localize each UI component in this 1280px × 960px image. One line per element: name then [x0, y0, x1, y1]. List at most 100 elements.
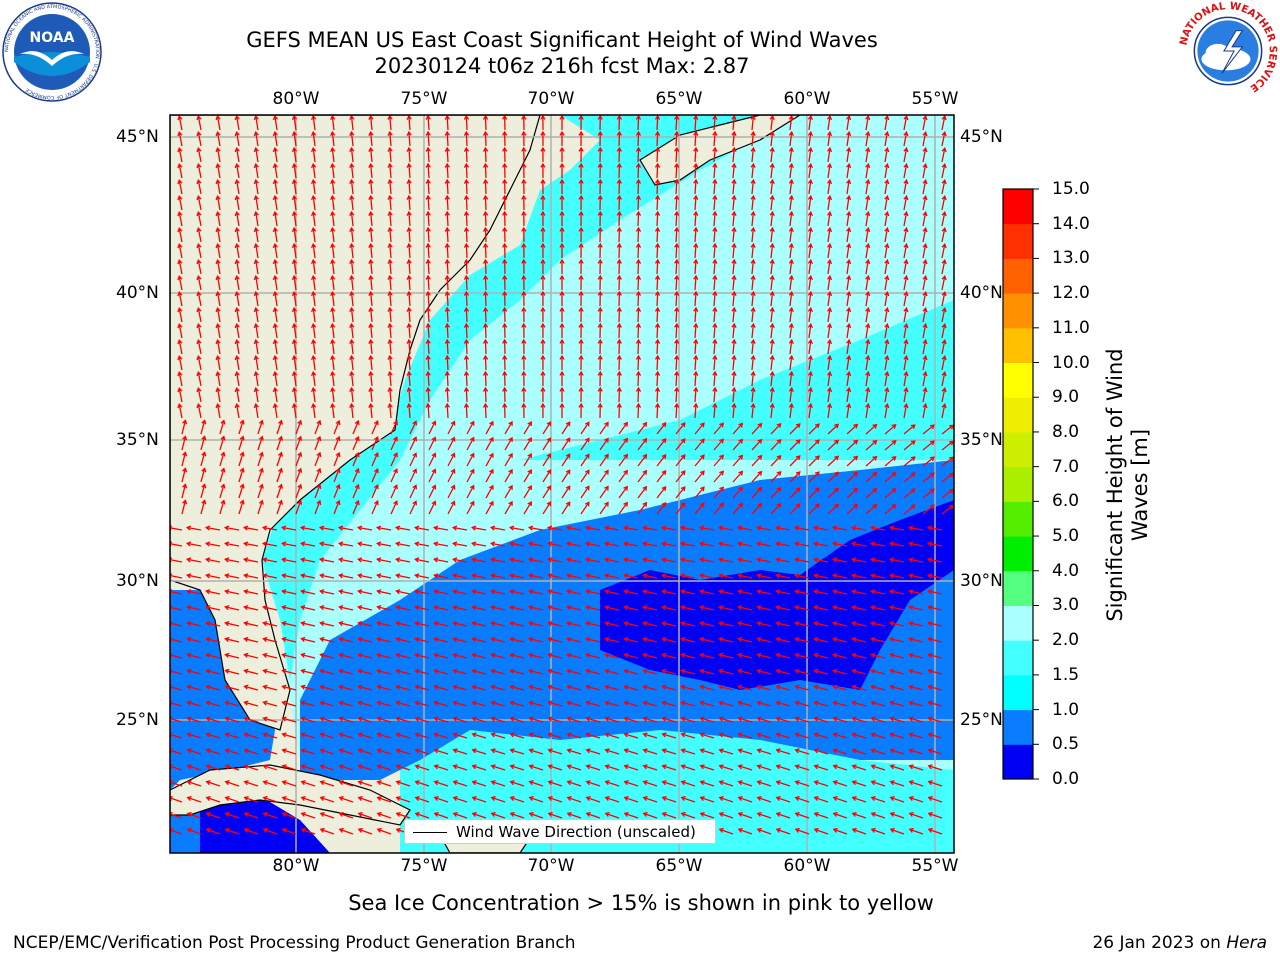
wave-direction-arrowhead	[642, 437, 648, 443]
wave-direction-arrow	[827, 292, 831, 307]
wave-direction-arrow	[909, 669, 924, 675]
wave-direction-arrowhead	[623, 541, 629, 547]
wave-direction-arrow	[941, 276, 946, 291]
wave-direction-arrow	[846, 244, 850, 259]
wave-direction-arrowhead	[177, 211, 183, 217]
wave-direction-arrow	[350, 180, 354, 195]
lat-tick-right: 45°N	[960, 127, 1003, 147]
wave-direction-arrowhead	[846, 210, 852, 217]
wave-direction-arrow	[719, 685, 734, 691]
colorbar-tick: 12.0	[1052, 283, 1090, 304]
wave-direction-arrow	[732, 503, 743, 515]
wave-direction-arrow	[922, 324, 927, 339]
wave-direction-arrow	[884, 404, 889, 419]
wave-direction-arrowhead	[776, 470, 782, 476]
wave-direction-arrow	[358, 828, 373, 835]
wave-direction-arrow	[197, 196, 202, 211]
wave-direction-arrow	[757, 749, 772, 755]
wave-direction-arrowhead	[278, 483, 284, 489]
wave-direction-arrow	[890, 781, 905, 787]
wave-direction-arrowhead	[775, 748, 781, 754]
wave-direction-arrow	[656, 371, 659, 387]
wave-direction-arrow	[409, 469, 417, 483]
wave-direction-arrowhead	[635, 130, 642, 136]
wave-direction-arrowhead	[521, 290, 527, 296]
wave-direction-arrowhead	[300, 684, 306, 690]
wave-direction-arrowhead	[769, 290, 775, 296]
wave-direction-arrowhead	[316, 419, 322, 425]
wave-direction-arrow	[713, 163, 716, 179]
wave-direction-arrow	[178, 116, 183, 131]
wave-direction-arrow	[371, 484, 379, 499]
wave-direction-arrow	[928, 574, 943, 579]
wave-direction-arrowhead	[502, 274, 508, 280]
wave-direction-arrowhead	[832, 827, 838, 833]
wave-direction-arrow	[732, 259, 735, 275]
wave-direction-arrow	[529, 796, 544, 803]
wave-direction-arrowhead	[319, 732, 325, 738]
wave-direction-arrowhead	[731, 370, 737, 376]
wave-direction-arrowhead	[585, 605, 591, 611]
wave-direction-arrow	[236, 132, 240, 147]
wave-direction-arrowhead	[521, 354, 527, 360]
wave-direction-arrowhead	[338, 541, 344, 547]
wave-direction-arrowhead	[616, 226, 622, 232]
wave-direction-arrowhead	[757, 422, 763, 428]
wave-direction-arrow	[434, 765, 449, 771]
wave-direction-arrow	[700, 526, 715, 531]
wave-direction-arrow	[928, 606, 943, 611]
wave-direction-arrowhead	[540, 386, 546, 392]
wave-direction-arrowhead	[546, 525, 553, 531]
wave-direction-arrow	[331, 148, 335, 163]
wave-direction-arrow	[427, 243, 430, 259]
wave-direction-arrowhead	[338, 605, 344, 611]
wave-direction-arrowhead	[813, 605, 819, 611]
wave-direction-arrowhead	[177, 195, 183, 201]
wave-direction-arrow	[415, 717, 430, 723]
wave-direction-arrow	[409, 501, 417, 515]
wave-direction-arrow	[738, 781, 753, 787]
wave-direction-arrow	[187, 669, 202, 675]
wave-direction-arrowhead	[699, 668, 705, 674]
wave-direction-arrow	[846, 196, 850, 211]
wave-direction-arrowhead	[177, 387, 183, 393]
wave-direction-arrow	[605, 669, 620, 675]
wave-direction-arrow	[871, 765, 886, 771]
wave-direction-arrow	[333, 484, 340, 499]
wave-direction-arrow	[884, 456, 897, 467]
wave-direction-arrowhead	[941, 195, 947, 201]
wave-direction-arrowhead	[452, 652, 458, 658]
wave-direction-arrow	[331, 404, 335, 419]
wave-direction-arrow	[389, 403, 392, 419]
wave-direction-arrowhead	[642, 700, 648, 706]
wave-direction-arrowhead	[941, 227, 947, 233]
wave-direction-arrowhead	[387, 258, 393, 264]
wave-direction-arrowhead	[718, 652, 724, 658]
wave-direction-arrow	[789, 116, 793, 131]
wave-direction-arrow	[465, 163, 468, 179]
wave-direction-arrowhead	[927, 764, 933, 770]
wave-direction-arrowhead	[357, 589, 363, 595]
wave-direction-arrow	[618, 422, 628, 435]
wave-direction-arrow	[197, 148, 202, 163]
wave-direction-arrow	[694, 355, 697, 371]
wave-direction-arrowhead	[412, 452, 418, 458]
wave-direction-arrowhead	[616, 178, 622, 184]
wave-direction-arrowhead	[846, 402, 852, 409]
wave-direction-arrow	[757, 606, 772, 611]
wave-direction-arrow	[409, 421, 417, 435]
wave-direction-arrow	[808, 340, 812, 355]
wave-direction-arrow	[643, 765, 658, 771]
wave-direction-arrowhead	[297, 499, 303, 505]
wave-direction-arrowhead	[376, 796, 382, 802]
wave-direction-arrow	[548, 574, 563, 579]
wave-direction-arrowhead	[654, 370, 661, 376]
wave-direction-arrow	[225, 606, 240, 611]
wave-direction-arrowhead	[769, 210, 775, 216]
wave-direction-arrowhead	[870, 764, 876, 770]
wave-direction-arrow	[738, 542, 753, 547]
wave-direction-arrow	[852, 749, 867, 755]
wave-direction-arrow	[447, 453, 456, 467]
wave-direction-arrowhead	[502, 194, 508, 200]
wave-direction-arrowhead	[393, 500, 398, 506]
